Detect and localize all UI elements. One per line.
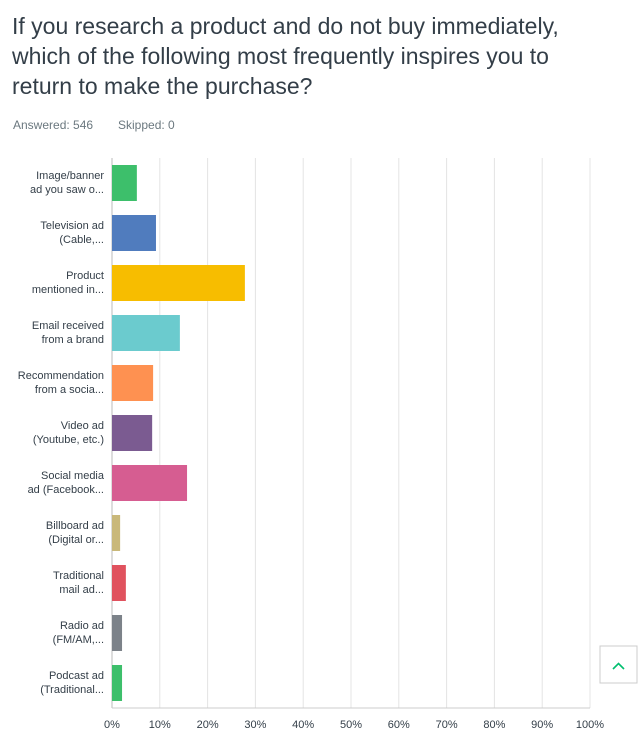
- y-tick-label: ad (Facebook...: [28, 484, 104, 496]
- bar: [112, 365, 154, 401]
- y-tick-label: Television ad: [40, 220, 104, 232]
- y-tick-label: from a socia...: [35, 384, 104, 396]
- bar: [112, 415, 153, 451]
- y-tick-label: (Youtube, etc.): [33, 434, 104, 446]
- bar: [112, 215, 156, 251]
- y-tick-label: Podcast ad: [49, 670, 104, 682]
- bar: [112, 665, 123, 701]
- x-tick-label: 90%: [531, 719, 553, 730]
- bar: [112, 165, 137, 201]
- scroll-top-button[interactable]: [599, 645, 638, 684]
- bar: [112, 465, 188, 501]
- x-tick-label: 80%: [483, 719, 505, 730]
- bar: [112, 265, 245, 301]
- x-tick-label: 10%: [149, 719, 171, 730]
- y-tick-label: mail ad...: [59, 584, 104, 596]
- y-tick-label: (Traditional...: [40, 684, 104, 696]
- y-tick-label: ad you saw o...: [30, 184, 104, 196]
- y-tick-label: from a brand: [42, 334, 104, 346]
- chart-title: If you research a product and do not buy…: [12, 13, 559, 39]
- bar: [112, 565, 126, 601]
- y-tick-label: Video ad: [61, 420, 104, 432]
- x-tick-label: 20%: [197, 719, 219, 730]
- x-tick-label: 50%: [340, 719, 362, 730]
- y-tick-label: Email received: [32, 320, 104, 332]
- y-tick-label: Product: [66, 270, 104, 282]
- y-tick-label: mentioned in...: [32, 284, 104, 296]
- bar: [112, 615, 123, 651]
- chart-title: return to make the purchase?: [12, 73, 312, 99]
- bar: [112, 315, 180, 351]
- skipped: Skipped: 0: [118, 118, 175, 132]
- y-tick-label: Billboard ad: [46, 520, 104, 532]
- y-tick-label: (Cable,...: [59, 234, 104, 246]
- y-tick-label: (FM/AM,...: [53, 634, 104, 646]
- y-tick-label: Image/banner: [36, 170, 104, 182]
- y-tick-label: (Digital or...: [48, 534, 104, 546]
- x-tick-label: 100%: [576, 719, 604, 730]
- y-tick-label: Traditional: [53, 570, 104, 582]
- x-tick-label: 70%: [436, 719, 458, 730]
- x-tick-label: 60%: [388, 719, 410, 730]
- x-tick-label: 0%: [104, 719, 120, 730]
- x-tick-label: 30%: [244, 719, 266, 730]
- y-tick-label: Social media: [41, 470, 105, 482]
- answered: Answered: 546: [13, 118, 93, 132]
- y-tick-label: Radio ad: [60, 620, 104, 632]
- x-tick-label: 40%: [292, 719, 314, 730]
- arrow-icon: [612, 662, 625, 670]
- y-tick-label: Recommendation: [18, 370, 104, 382]
- bar: [112, 515, 121, 551]
- chart-title: which of the following most frequently i…: [11, 43, 549, 69]
